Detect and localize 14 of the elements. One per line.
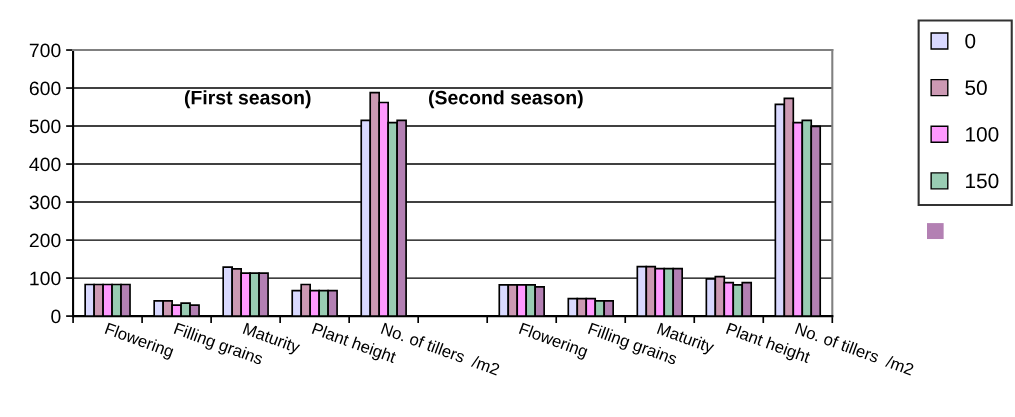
legend-label: 150: [966, 173, 999, 189]
legend-label: 0: [965, 33, 976, 49]
y-tick-label: 200: [29, 233, 61, 248]
y-tick-label: 700: [29, 43, 61, 58]
y-tick-label: 600: [29, 81, 61, 96]
y-tick-label: 500: [29, 119, 61, 134]
legend-label: 50: [965, 80, 987, 96]
annotation: (First season): [184, 90, 311, 109]
y-tick-label: 100: [30, 271, 61, 286]
y-tick-label: 0: [51, 309, 61, 324]
legend-label: 100: [966, 126, 999, 142]
y-tick-label: 400: [29, 157, 61, 172]
y-tick-label: 300: [29, 195, 61, 210]
annotation: (Second season): [429, 90, 583, 109]
